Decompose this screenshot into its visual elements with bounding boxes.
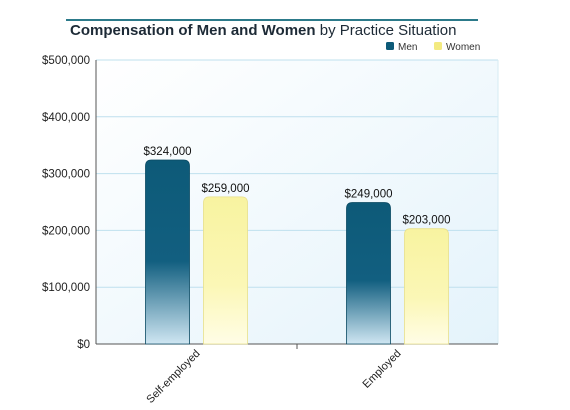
title-rule <box>66 19 478 21</box>
chart-title: Compensation of Men and Women by Practic… <box>70 22 490 39</box>
x-category-label: Self-employed <box>144 348 202 406</box>
y-tick-label: $300,000 <box>42 169 90 181</box>
bar-men-employed <box>346 202 391 345</box>
y-tick-label: $0 <box>77 339 90 351</box>
legend-label-women: Women <box>446 42 480 53</box>
x-category-label: Employed <box>361 348 404 391</box>
legend-swatch-men <box>386 42 394 50</box>
y-tick-label: $100,000 <box>42 282 90 294</box>
bar-women-self-employed <box>203 196 248 345</box>
data-label: $259,000 <box>202 183 250 195</box>
chart-title-bold: Compensation of Men and Women <box>70 22 316 39</box>
chart-title-rest: by Practice Situation <box>315 22 457 39</box>
y-tick-label: $500,000 <box>42 55 90 67</box>
bar-women-employed <box>404 228 449 345</box>
data-label: $203,000 <box>403 215 451 227</box>
bar-men-self-employed <box>145 159 190 345</box>
data-label: $324,000 <box>144 146 192 158</box>
legend-label-men: Men <box>398 42 417 53</box>
legend-swatch-women <box>434 42 442 50</box>
data-label: $249,000 <box>345 189 393 201</box>
y-tick-label: $400,000 <box>42 112 90 124</box>
y-tick-label: $200,000 <box>42 225 90 237</box>
